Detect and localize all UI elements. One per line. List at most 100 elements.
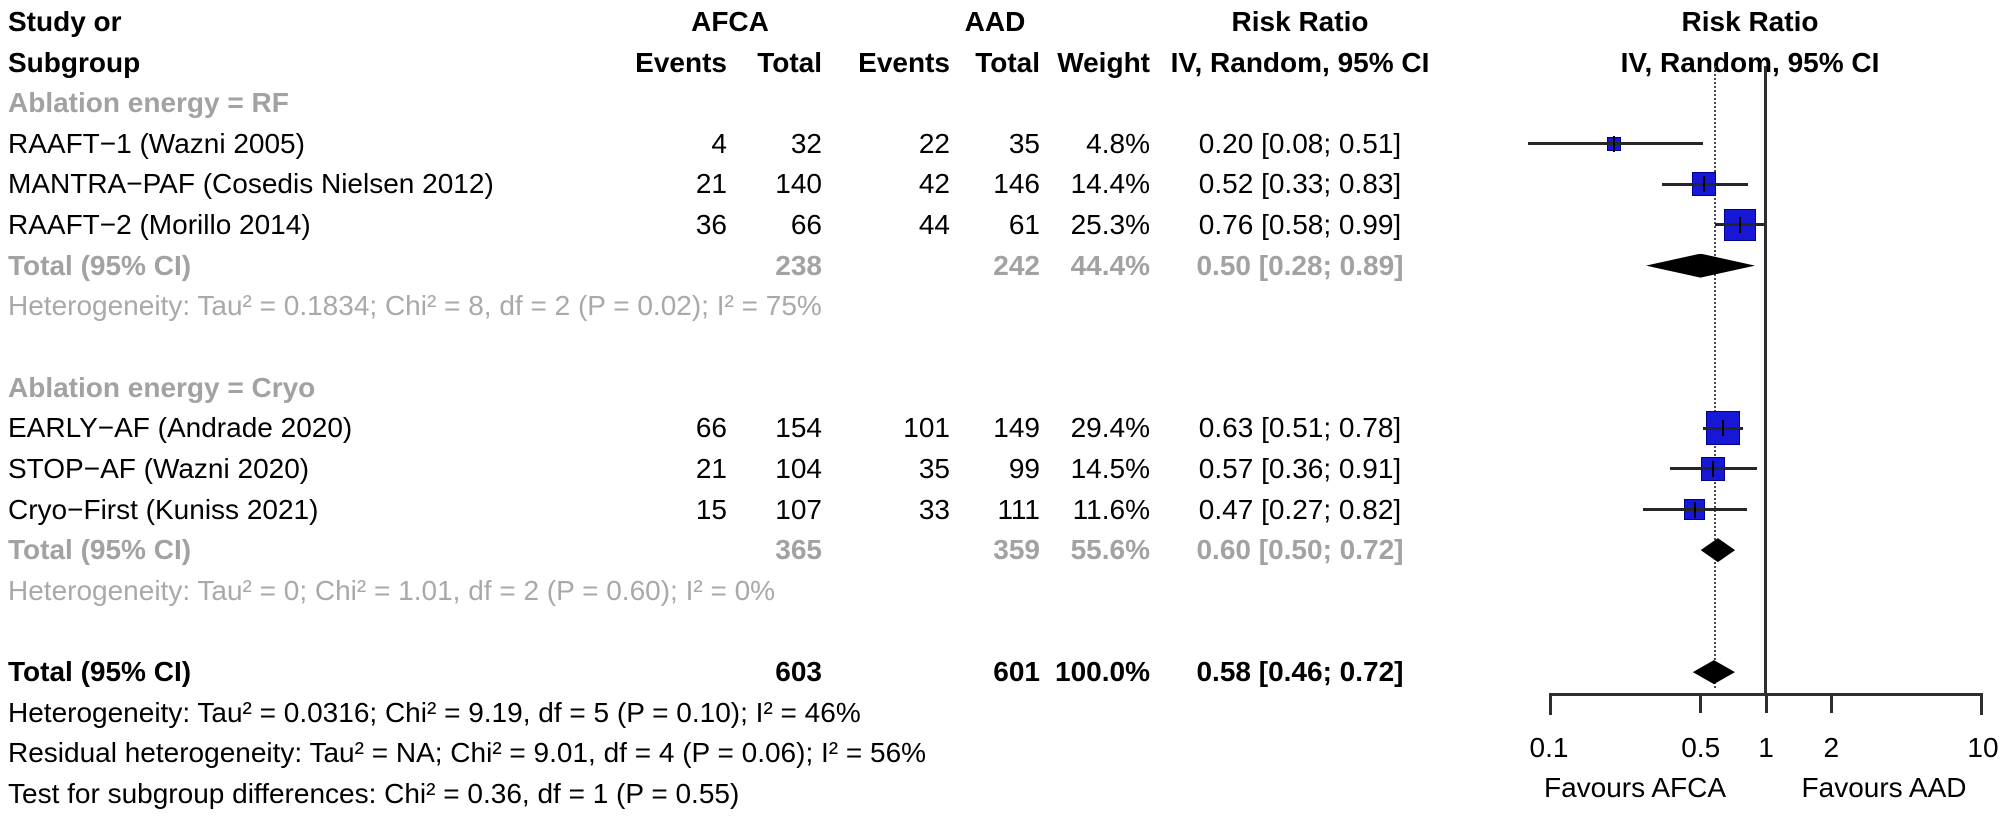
header-weight: Weight <box>1057 47 1150 78</box>
ci-line <box>1528 142 1703 146</box>
cell-label: MANTRA−PAF (Cosedis Nielsen 2012) <box>8 168 494 200</box>
header-group-aad: AAD <box>964 6 1026 37</box>
cell-label: Total (95% CI) <box>8 249 192 281</box>
effect-center-tick <box>1703 176 1706 193</box>
header-rr-sub-text: IV, Random, 95% CI <box>1170 47 1430 78</box>
cell-e1: 66 <box>695 412 727 444</box>
cell-ci: 0.47 [0.27; 0.82] <box>1198 493 1402 525</box>
axis-tick-label: 0.5 <box>1681 732 1721 763</box>
cell-e2: 35 <box>918 452 950 484</box>
axis-tick <box>1829 693 1833 713</box>
header-events-aad: Events <box>858 47 950 78</box>
axis-tick <box>1764 693 1768 713</box>
cell-ci: 0.76 [0.58; 0.99] <box>1198 208 1402 240</box>
header-group-afca: AFCA <box>691 6 769 37</box>
header-rr-title-text: Risk Ratio <box>1231 6 1369 37</box>
header-study-line2: Subgroup <box>8 47 141 78</box>
heterogeneity-text: Heterogeneity: Tau² = 0.1834; Chi² = 8, … <box>8 290 822 322</box>
cell-e1: 21 <box>695 168 727 200</box>
effect-center-tick <box>1712 460 1714 477</box>
axis-tick-label: 1 <box>1758 732 1774 763</box>
effect-center-tick <box>1693 501 1696 518</box>
subtotal-diamond <box>1700 538 1736 563</box>
axis-tick-label: 10 <box>1967 732 1999 763</box>
cell-t2: 242 <box>993 249 1040 281</box>
header-rr-title-plot: Risk Ratio <box>1681 6 1819 37</box>
cell-ci: 0.63 [0.51; 0.78] <box>1198 412 1402 444</box>
header-total-aad: Total <box>975 47 1040 78</box>
cell-label: STOP−AF (Wazni 2020) <box>8 452 310 484</box>
cell-t1: 154 <box>775 412 822 444</box>
cell-label: Total (95% CI) <box>8 534 192 566</box>
cell-t1: 66 <box>790 208 822 240</box>
cell-t1: 238 <box>775 249 822 281</box>
cell-weight: 29.4% <box>1070 412 1150 444</box>
cell-t1: 365 <box>775 534 822 566</box>
cell-ci: 0.52 [0.33; 0.83] <box>1198 168 1402 200</box>
forest-table: Ablation energy = RF RAAFT−1 (Wazni 2005)… <box>8 87 1404 809</box>
axis-tick-label: 2 <box>1823 732 1840 763</box>
cell-label: RAAFT−1 (Wazni 2005) <box>8 127 305 159</box>
cell-label: RAAFT−2 (Morillo 2014) <box>8 208 311 240</box>
axis-tick <box>1549 693 1552 715</box>
cell-t2: 35 <box>1008 127 1040 159</box>
cell-t1: 107 <box>775 493 822 525</box>
cell-t2: 111 <box>997 493 1040 525</box>
cell-weight: 11.6% <box>1072 493 1150 525</box>
cell-ci: 0.50 [0.28; 0.89] <box>1196 249 1404 281</box>
cell-weight: 14.4% <box>1070 168 1150 200</box>
cell-ci: 0.57 [0.36; 0.91] <box>1198 452 1402 484</box>
cell-weight: 44.4% <box>1070 249 1150 281</box>
favours-aad-label: Favours AAD <box>1801 772 1967 803</box>
favours-afca-label: Favours AFCA <box>1543 772 1727 803</box>
cell-weight: 55.6% <box>1070 534 1150 566</box>
header-rr-sub-plot: IV, Random, 95% CI <box>1620 47 1880 78</box>
cell-t2: 359 <box>993 534 1040 566</box>
header-study-line1: Study or <box>8 6 122 37</box>
effect-center-tick <box>1721 420 1724 437</box>
cell-label: Total (95% CI) <box>8 656 192 688</box>
heterogeneity-text: Heterogeneity: Tau² = 0; Chi² = 1.01, df… <box>8 574 776 606</box>
cell-e1: 4 <box>711 127 727 159</box>
cell-t1: 140 <box>775 168 822 200</box>
axis-tick <box>1980 693 1983 715</box>
reference-line <box>1764 66 1767 694</box>
cell-e2: 42 <box>918 168 950 200</box>
cell-e2: 33 <box>918 493 950 525</box>
heterogeneity-text: Residual heterogeneity: Tau² = NA; Chi² … <box>8 737 927 769</box>
heterogeneity-text: Heterogeneity: Tau² = 0.0316; Chi² = 9.1… <box>8 696 861 728</box>
subtotal-diamond <box>1646 253 1755 278</box>
cell-t2: 146 <box>993 168 1040 200</box>
cell-t2: 601 <box>993 656 1040 688</box>
header-events-afca: Events <box>635 47 727 78</box>
heterogeneity-text: Test for subgroup differences: Chi² = 0.… <box>8 778 740 809</box>
overall-effect-dotted-line <box>1714 66 1716 688</box>
effect-center-tick <box>1613 135 1616 152</box>
cell-e1: 36 <box>695 208 727 240</box>
cell-weight: 4.8% <box>1086 127 1150 159</box>
cell-ci: 0.58 [0.46; 0.72] <box>1196 656 1404 688</box>
cell-t1: 603 <box>775 656 822 688</box>
cell-label: EARLY−AF (Andrade 2020) <box>8 412 353 444</box>
cell-e1: 15 <box>695 493 727 525</box>
cell-t2: 61 <box>1008 208 1040 240</box>
cell-weight: 14.5% <box>1070 452 1150 484</box>
header-total-afca: Total <box>757 47 822 78</box>
cell-e2: 101 <box>903 412 950 444</box>
cell-t2: 149 <box>993 412 1040 444</box>
cell-e2: 22 <box>918 127 950 159</box>
cell-ci: 0.60 [0.50; 0.72] <box>1196 534 1404 566</box>
cell-t1: 104 <box>775 452 822 484</box>
subgroup-header: Ablation energy = RF <box>8 87 289 118</box>
cell-e1: 21 <box>695 452 727 484</box>
axis-tick-label: 0.1 <box>1529 732 1569 763</box>
cell-weight: 100.0% <box>1055 656 1150 688</box>
cell-label: Cryo−First (Kuniss 2021) <box>8 493 319 525</box>
overall-diamond <box>1692 660 1735 685</box>
subgroup-header: Ablation energy = Cryo <box>8 371 316 403</box>
cell-t2: 99 <box>1008 452 1040 484</box>
axis-tick <box>1699 693 1703 713</box>
effect-center-tick <box>1739 216 1742 233</box>
